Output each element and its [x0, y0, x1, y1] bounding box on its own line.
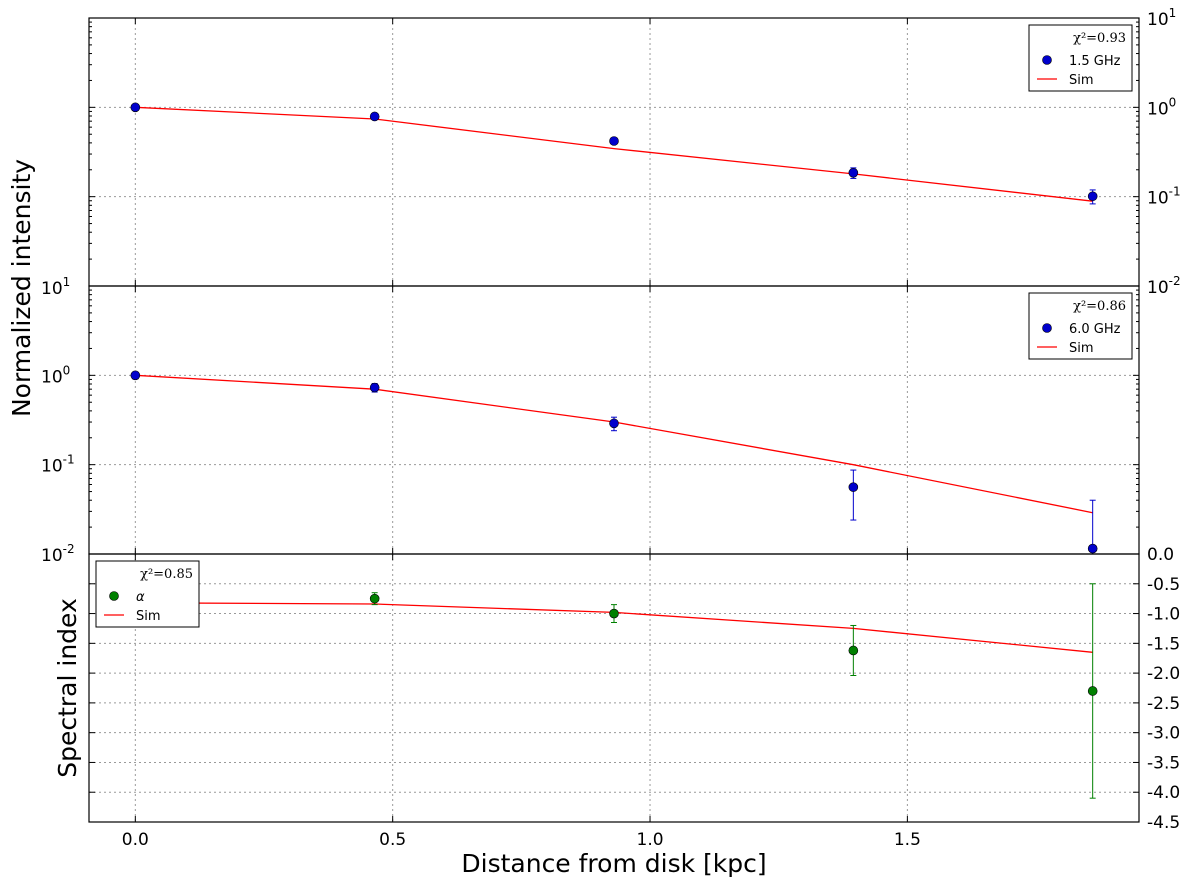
y-tick-label: 0.0 — [1147, 545, 1174, 565]
intensity-axis-title: Normalized intensity — [7, 159, 36, 417]
y-tick-label: 10-2 — [1147, 274, 1181, 298]
y-tick-label: -4.0 — [1147, 783, 1180, 803]
legend-line-label: Sim — [1069, 341, 1094, 356]
legend-points-label: 1.5 GHz — [1069, 54, 1121, 69]
x-tick-label: 1.0 — [637, 830, 664, 850]
legend-line-label: Sim — [1069, 73, 1094, 88]
legend-marker — [1042, 323, 1052, 333]
legend-marker — [1042, 55, 1052, 65]
data-point — [1087, 543, 1098, 554]
x-tick-label: 0.5 — [379, 830, 406, 850]
legend-chi-squared: χ²=0.85 — [140, 567, 193, 582]
data-point — [848, 645, 859, 656]
x-tick-label: 0.0 — [122, 830, 149, 850]
legend-points-label: 6.0 GHz — [1069, 322, 1121, 337]
x-tick-label: 1.5 — [894, 830, 921, 850]
data-point — [609, 608, 619, 619]
y-tick-label: 100 — [1147, 95, 1176, 119]
y-tick-label: -3.5 — [1147, 753, 1180, 773]
spectral-index-axis-title: Spectral index — [53, 598, 82, 778]
y-tick-label: -2.0 — [1147, 664, 1180, 684]
data-point — [369, 382, 380, 393]
data-point — [848, 482, 859, 492]
y-tick-label: 10-1 — [41, 453, 75, 477]
panel-frame — [88, 553, 1140, 823]
y-tick-label: -2.5 — [1147, 694, 1180, 714]
data-point — [1087, 191, 1098, 202]
y-tick-label: 10-1 — [1147, 185, 1181, 209]
panel-bottom: 0.0 -0.5 -1.0 -1.5 -2.0 -2.5 -3.0 -3.5 -4.0 -4.5 0… — [88, 545, 1180, 850]
y-tick-label: -4.5 — [1147, 813, 1180, 833]
panel-frame — [88, 17, 1140, 287]
y-tick-label: 101 — [41, 275, 70, 299]
y-tick-label: 101 — [1147, 6, 1176, 30]
data-point — [369, 111, 380, 122]
data-point — [130, 102, 141, 113]
legend-box — [1028, 24, 1133, 92]
panel-top: 101 100 10-1 10-2 χ²=0.93 1.5 GHz Sim — [88, 6, 1181, 298]
panels-layer: 101 100 10-1 10-2 χ²=0.93 1.5 GHz Sim 101 100 10-… — [41, 6, 1181, 850]
data-point — [609, 418, 619, 429]
y-tick-label: -3.0 — [1147, 724, 1180, 744]
distance-axis-title: Distance from disk [kpc] — [461, 849, 766, 878]
y-tick-label: -1.0 — [1147, 605, 1180, 625]
sim-line — [135, 106, 1093, 202]
legend-chi-squared: χ²=0.93 — [1073, 31, 1126, 46]
data-point — [609, 136, 619, 146]
y-tick-label: -1.5 — [1147, 634, 1180, 654]
sim-line — [135, 374, 1093, 514]
y-tick-label: 100 — [41, 363, 70, 387]
legend-marker — [109, 591, 119, 601]
data-point — [1087, 686, 1098, 696]
y-tick-label: -0.5 — [1147, 575, 1180, 595]
panel-middle: 101 100 10-1 10-2 χ²=0.86 6.0 GHz Sim — [41, 275, 1140, 566]
legend-points-label: α — [136, 590, 145, 605]
legend-line-label: Sim — [136, 609, 161, 624]
data-point — [130, 370, 141, 381]
y-tick-label: 10-2 — [41, 542, 75, 566]
data-point — [369, 593, 380, 604]
data-point — [848, 167, 859, 178]
legend-chi-squared: χ²=0.86 — [1073, 299, 1126, 314]
